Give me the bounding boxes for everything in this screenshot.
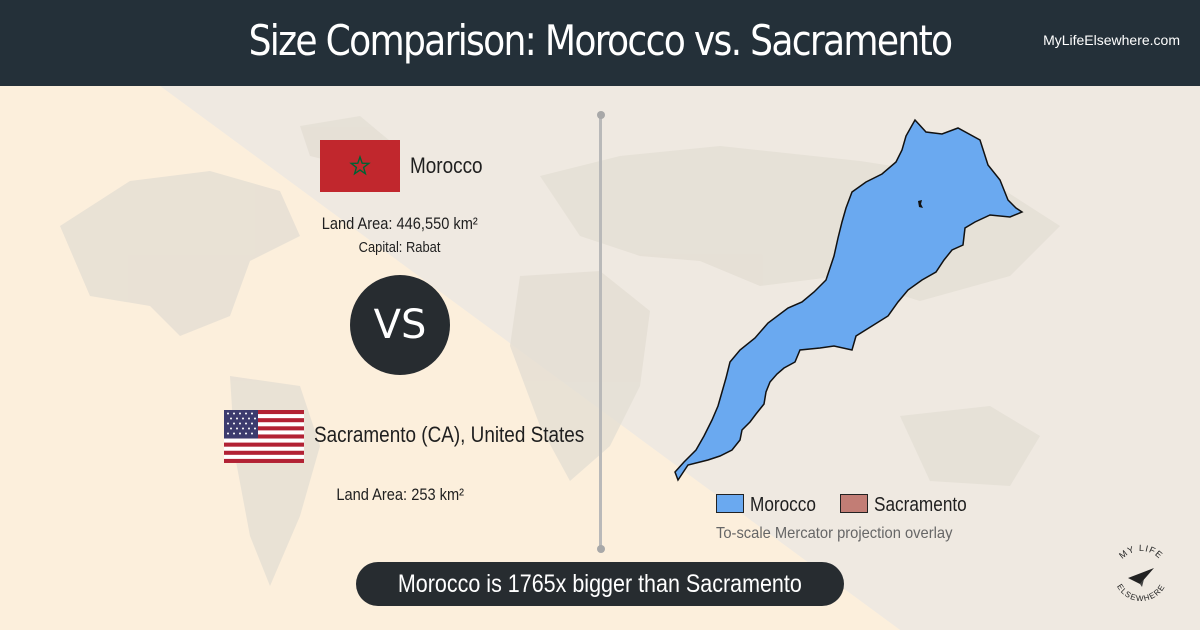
legend-label-morocco: Morocco [750,494,816,516]
svg-text:MY LIFE: MY LIFE [1117,543,1165,561]
comparison-text: Morocco is 1765x bigger than Sacramento [398,570,802,598]
country1-name: Morocco [410,153,483,178]
country2-land-area: Land Area: 253 km² [250,485,550,505]
divider-top-dot [596,111,605,119]
legend-item-sacramento: Sacramento [840,494,982,517]
us-flag-icon [224,410,304,463]
vs-badge: VS [350,275,450,375]
world-map-watermark [60,116,1060,586]
header-bar [0,0,1200,86]
land-area-label: Land Area: [336,485,407,504]
legend-label-sacramento: Sacramento [874,494,968,516]
legend-item-morocco: Morocco [716,494,821,517]
country1-land-area: Land Area: 446,550 km² [250,214,550,234]
morocco-flag-icon [320,140,400,192]
legend-swatch-sacramento [840,494,869,513]
land-area-value: 253 km² [410,485,464,504]
country2-name: Sacramento (CA), United States [314,422,585,447]
overlay-map [674,118,1024,482]
morocco-map-shape [674,118,1024,482]
map-note: To-scale Mercator projection overlay [716,525,953,542]
country1-capital: Capital: Rabat [250,239,550,256]
my-life-elsewhere-logo: MY LIFE ELSEWHERE [1115,543,1167,603]
paper-plane-icon [1128,568,1154,587]
land-area-value: 446,550 km² [396,214,479,233]
svg-text:ELSEWHERE: ELSEWHERE [1115,582,1167,603]
land-area-label: Land Area: [321,214,393,233]
map-legend: Morocco Sacramento [716,494,982,518]
legend-swatch-morocco [716,494,744,513]
capital-value: Rabat [406,239,441,256]
site-link[interactable]: MyLifeElsewhere.com [1043,32,1180,48]
comparison-banner: Morocco is 1765x bigger than Sacramento [356,562,844,606]
sacramento-map-shape [918,200,923,208]
divider-line [599,114,602,550]
page-title: Size Comparison: Morocco vs. Sacramento [248,16,954,65]
capital-label: Capital: [359,239,403,256]
divider-bottom-dot [596,545,605,553]
